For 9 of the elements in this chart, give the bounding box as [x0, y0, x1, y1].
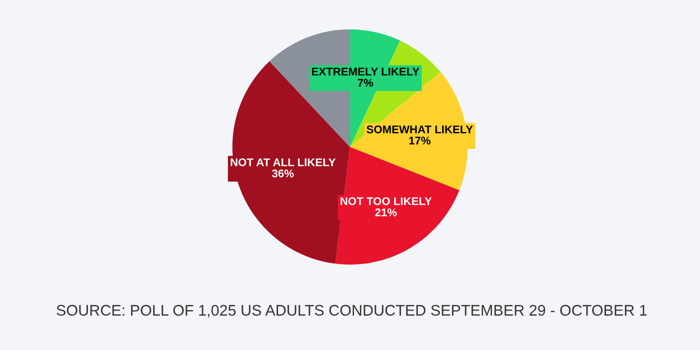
slice-label: NOT TOO LIKELY [340, 197, 432, 206]
source-note: SOURCE: POLL OF 1,025 US ADULTS CONDUCTED SEPTEMBER 29 - OCTOBER 1 [56, 304, 647, 318]
data-label: 17% [409, 136, 431, 145]
slice-label: EXTREMELY LIKELY [312, 68, 420, 76]
slice-label: NOT AT ALL LIKELY [230, 158, 336, 166]
data-label: 36% [272, 170, 294, 178]
slice-label: SOMEWHAT LIKELY [366, 125, 473, 134]
data-label: 7% [358, 78, 374, 87]
data-label: 21% [375, 208, 397, 216]
